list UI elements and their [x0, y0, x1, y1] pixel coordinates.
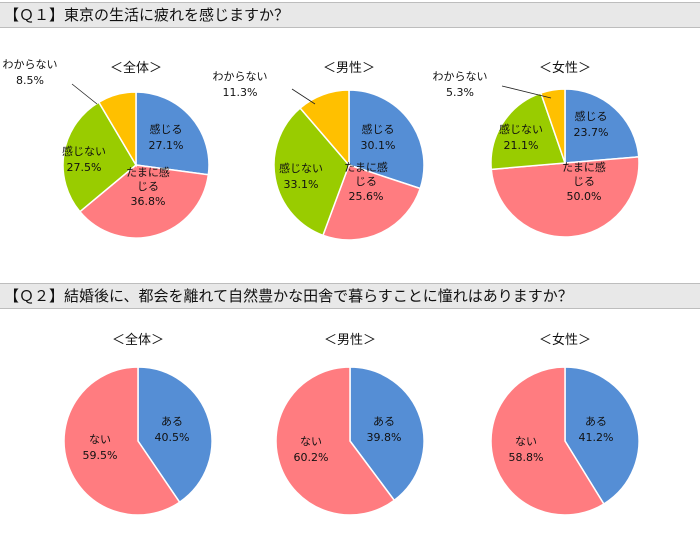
pie-slice — [348, 89, 425, 190]
slice-label: 感じない — [279, 162, 323, 175]
slice-label: じる — [137, 180, 159, 193]
pie-title: ＜男性＞ — [323, 61, 375, 76]
slice-label: わからない — [3, 58, 58, 71]
slice-label: ある — [585, 415, 607, 428]
pie-slice — [62, 101, 137, 213]
slice-label: ない — [89, 433, 111, 446]
slice-value: 5.3% — [446, 86, 474, 99]
slice-label: ある — [373, 415, 395, 428]
slice-value: 25.6% — [349, 190, 384, 203]
pie-chart-6: ＜女性＞ ある 41.2% ない 58.8% — [490, 332, 640, 516]
slice-label: ない — [515, 435, 537, 448]
pie-slice — [349, 366, 425, 502]
slice-value: 39.8% — [367, 431, 402, 444]
slice-label: 感じる — [362, 123, 395, 136]
pie-slice — [299, 89, 350, 168]
pie-title: ＜男性＞ — [324, 333, 376, 348]
pie-slice — [490, 156, 640, 238]
pie-title: ＜全体＞ — [110, 60, 162, 76]
question-1-title: 【Ｑ１】東京の生活に疲れを感じますか？ — [0, 2, 700, 28]
slice-value: 58.8% — [509, 451, 544, 464]
slice-label: 感じる — [150, 123, 183, 136]
slice-value: 59.5% — [83, 449, 118, 462]
slice-label: じる — [573, 175, 595, 188]
pie-slice — [137, 366, 213, 504]
pie-title: ＜女性＞ — [539, 332, 591, 348]
slice-label: たまに感 — [126, 166, 170, 179]
slice-label: 感じる — [575, 110, 608, 123]
slice-label: ない — [300, 435, 322, 448]
pie-chart-4: ＜全体＞ ある 40.5% ない 59.5% — [63, 332, 213, 516]
pie-slice — [97, 91, 137, 168]
slice-label: わからない — [433, 70, 488, 83]
slice-value: 50.0% — [567, 190, 602, 203]
slice-value: 40.5% — [155, 431, 190, 444]
pie-slice — [539, 88, 566, 164]
slice-value: 27.1% — [149, 139, 184, 152]
pie-slice — [490, 366, 605, 516]
leader-line — [501, 85, 552, 99]
slice-label: 感じない — [499, 123, 543, 136]
pie-slice — [564, 88, 640, 164]
slice-value: 30.1% — [361, 139, 396, 152]
pie-slice — [490, 92, 567, 171]
pie-chart-5: ＜男性＞ ある 39.8% ない 60.2% — [275, 333, 425, 516]
leader-line — [71, 83, 98, 105]
leader-line — [291, 88, 316, 105]
pie-title: ＜女性＞ — [539, 60, 591, 76]
slice-label: ある — [161, 415, 183, 428]
slice-value: 60.2% — [294, 451, 329, 464]
slice-value: 21.1% — [504, 139, 539, 152]
pie-slice — [63, 366, 181, 516]
slice-value: 27.5% — [67, 161, 102, 174]
slice-value: 11.3% — [223, 86, 258, 99]
slice-label: わからない — [213, 70, 268, 83]
slice-label: 感じない — [62, 145, 106, 158]
slice-value: 36.8% — [131, 195, 166, 208]
pie-slice — [273, 107, 350, 237]
pie-slice — [78, 164, 210, 239]
slice-value: 23.7% — [574, 126, 609, 139]
pie-slice — [135, 91, 210, 176]
question-2-title: 【Ｑ２】結婚後に、都会を離れて自然豊かな田舎で暮らすことに憧れはありますか？ — [0, 283, 700, 309]
slice-value: 33.1% — [284, 178, 319, 191]
pie-slice — [321, 164, 422, 241]
slice-label: たまに感 — [344, 161, 388, 174]
pie-slice — [275, 366, 396, 516]
slice-label: たまに感 — [562, 161, 606, 174]
slice-value: 41.2% — [579, 431, 614, 444]
pie-title: ＜全体＞ — [112, 332, 164, 348]
slice-value: 8.5% — [16, 74, 44, 87]
slice-label: じる — [355, 175, 377, 188]
